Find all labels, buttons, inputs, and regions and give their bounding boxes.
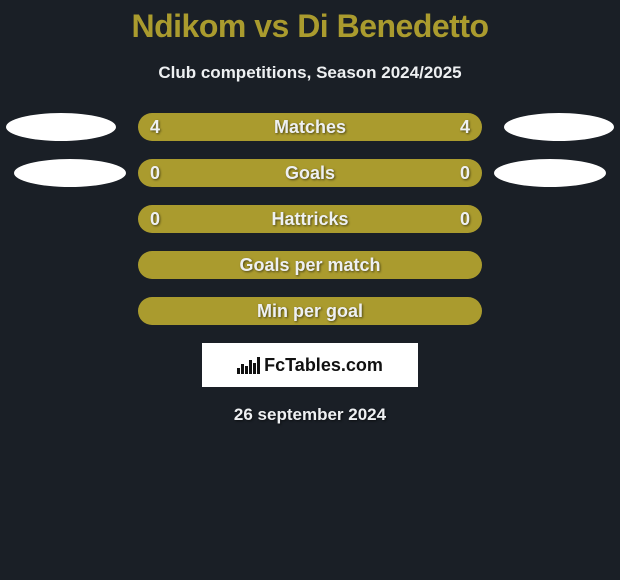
stat-label: Min per goal bbox=[257, 301, 363, 322]
stat-left-value: 0 bbox=[150, 209, 160, 230]
stat-pill: 0 Hattricks 0 bbox=[138, 205, 482, 233]
stat-right-value: 0 bbox=[460, 209, 470, 230]
stat-left-value: 0 bbox=[150, 163, 160, 184]
player-left-oval bbox=[6, 113, 116, 141]
stat-pill: Goals per match bbox=[138, 251, 482, 279]
stat-left-value: 4 bbox=[150, 117, 160, 138]
stat-pill: Min per goal bbox=[138, 297, 482, 325]
stat-pill: 0 Goals 0 bbox=[138, 159, 482, 187]
stat-row-goals-per-match: Goals per match bbox=[0, 251, 620, 279]
stat-right-value: 4 bbox=[460, 117, 470, 138]
player-left-oval bbox=[14, 159, 126, 187]
bar-chart-icon bbox=[237, 357, 260, 374]
stat-label: Goals bbox=[285, 163, 335, 184]
stat-row-min-per-goal: Min per goal bbox=[0, 297, 620, 325]
source-logo: FcTables.com bbox=[202, 343, 418, 387]
stat-label: Hattricks bbox=[271, 209, 348, 230]
stat-label: Matches bbox=[274, 117, 346, 138]
player-right-oval bbox=[494, 159, 606, 187]
stat-pill: 4 Matches 4 bbox=[138, 113, 482, 141]
stat-label: Goals per match bbox=[239, 255, 380, 276]
stat-row-goals: 0 Goals 0 bbox=[0, 159, 620, 187]
stat-row-matches: 4 Matches 4 bbox=[0, 113, 620, 141]
page-title: Ndikom vs Di Benedetto bbox=[0, 8, 620, 45]
logo-text: FcTables.com bbox=[264, 355, 383, 376]
player-right-oval bbox=[504, 113, 614, 141]
stat-right-value: 0 bbox=[460, 163, 470, 184]
subtitle: Club competitions, Season 2024/2025 bbox=[0, 63, 620, 83]
snapshot-date: 26 september 2024 bbox=[0, 405, 620, 425]
stat-row-hattricks: 0 Hattricks 0 bbox=[0, 205, 620, 233]
comparison-card: Ndikom vs Di Benedetto Club competitions… bbox=[0, 0, 620, 425]
